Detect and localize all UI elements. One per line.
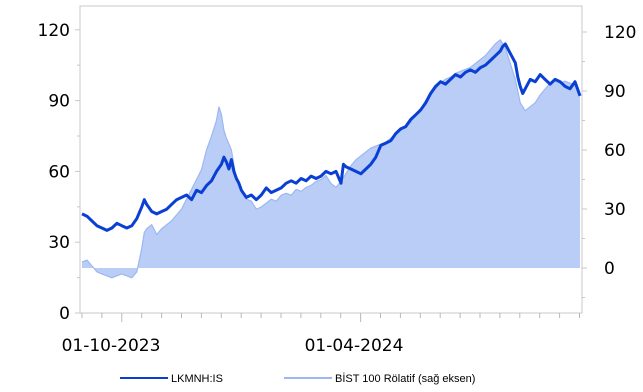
x-axis: 01-10-2023 01-04-2024 (62, 312, 582, 356)
x-tick-label: 01-04-2024 (305, 336, 404, 356)
left-y-axis: 0 30 60 90 120 (38, 6, 81, 324)
left-tick-label: 120 (38, 21, 70, 41)
legend-label-relative: BİST 100 Rölatif (sağ eksen) (335, 372, 475, 385)
x-tick-label: 01-10-2023 (62, 336, 161, 356)
right-tick-label: 30 (604, 200, 626, 220)
left-tick-label: 90 (48, 92, 70, 112)
left-tick-label: 0 (59, 304, 70, 324)
legend-label-lkmnh: LKMNH:IS (171, 373, 223, 385)
relative-index-area-series (81, 38, 581, 279)
right-y-axis: 0 30 60 90 120 (581, 6, 636, 313)
legend: LKMNH:IS BİST 100 Rölatif (sağ eksen) (120, 372, 475, 385)
relative-index-area-outline (81, 38, 581, 279)
right-tick-label: 60 (604, 141, 626, 161)
lkmnh-line (81, 42, 582, 232)
relative-index-area-fill (82, 39, 580, 278)
left-tick-label: 30 (48, 233, 70, 253)
right-tick-label: 120 (604, 23, 636, 43)
right-tick-label: 90 (604, 82, 626, 102)
lkmnh-line-series (81, 42, 582, 232)
left-tick-label: 60 (48, 162, 70, 182)
right-tick-label: 0 (604, 259, 615, 279)
